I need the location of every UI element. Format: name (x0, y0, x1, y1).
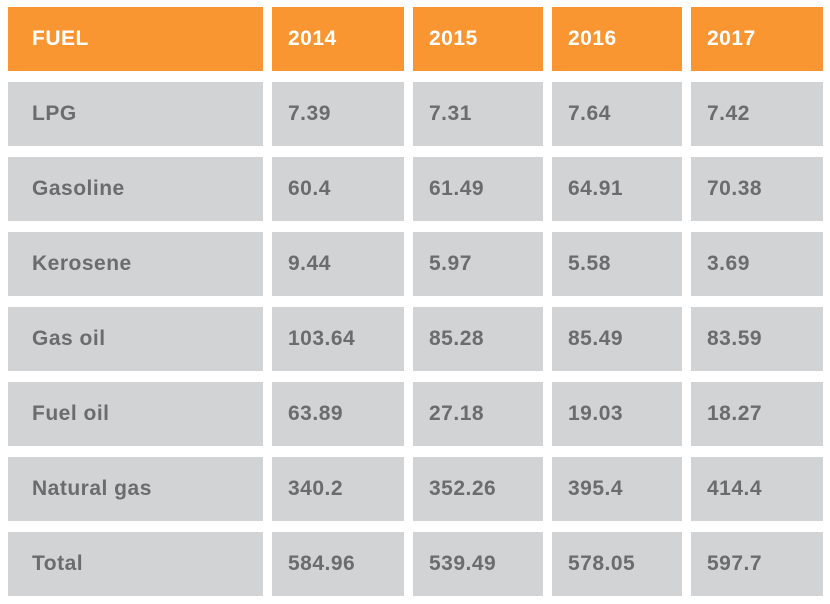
table-row: LPG 7.39 7.31 7.64 7.42 (8, 82, 823, 146)
table-row: Gasoline 60.4 61.49 64.91 70.38 (8, 157, 823, 221)
value-cell: 60.4 (272, 157, 404, 221)
value-cell: 7.39 (272, 82, 404, 146)
value-cell: 7.64 (552, 82, 682, 146)
table-row: Fuel oil 63.89 27.18 19.03 18.27 (8, 382, 823, 446)
value-cell: 103.64 (272, 307, 404, 371)
value-cell: 83.59 (691, 307, 823, 371)
value-cell: 18.27 (691, 382, 823, 446)
table-row: Natural gas 340.2 352.26 395.4 414.4 (8, 457, 823, 521)
value-cell: 61.49 (413, 157, 543, 221)
row-label-cell: Natural gas (8, 457, 263, 521)
header-cell-2017: 2017 (691, 7, 823, 71)
value-cell: 584.96 (272, 532, 404, 596)
row-label-cell: Gas oil (8, 307, 263, 371)
table-row: Gas oil 103.64 85.28 85.49 83.59 (8, 307, 823, 371)
value-cell: 7.42 (691, 82, 823, 146)
row-label-cell: Kerosene (8, 232, 263, 296)
value-cell: 414.4 (691, 457, 823, 521)
value-cell: 395.4 (552, 457, 682, 521)
value-cell: 85.49 (552, 307, 682, 371)
row-label-cell: Gasoline (8, 157, 263, 221)
value-cell: 597.7 (691, 532, 823, 596)
value-cell: 3.69 (691, 232, 823, 296)
value-cell: 27.18 (413, 382, 543, 446)
header-cell-2015: 2015 (413, 7, 543, 71)
value-cell: 7.31 (413, 82, 543, 146)
value-cell: 5.58 (552, 232, 682, 296)
table-row-total: Total 584.96 539.49 578.05 597.7 (8, 532, 823, 596)
value-cell: 352.26 (413, 457, 543, 521)
value-cell: 5.97 (413, 232, 543, 296)
value-cell: 64.91 (552, 157, 682, 221)
value-cell: 19.03 (552, 382, 682, 446)
table-row: Kerosene 9.44 5.97 5.58 3.69 (8, 232, 823, 296)
header-cell-2016: 2016 (552, 7, 682, 71)
row-label-cell: Total (8, 532, 263, 596)
value-cell: 70.38 (691, 157, 823, 221)
header-row: FUEL 2014 2015 2016 2017 (8, 7, 823, 71)
value-cell: 539.49 (413, 532, 543, 596)
header-cell-fuel: FUEL (8, 7, 263, 71)
value-cell: 340.2 (272, 457, 404, 521)
value-cell: 85.28 (413, 307, 543, 371)
value-cell: 9.44 (272, 232, 404, 296)
value-cell: 578.05 (552, 532, 682, 596)
value-cell: 63.89 (272, 382, 404, 446)
row-label-cell: Fuel oil (8, 382, 263, 446)
header-cell-2014: 2014 (272, 7, 404, 71)
row-label-cell: LPG (8, 82, 263, 146)
